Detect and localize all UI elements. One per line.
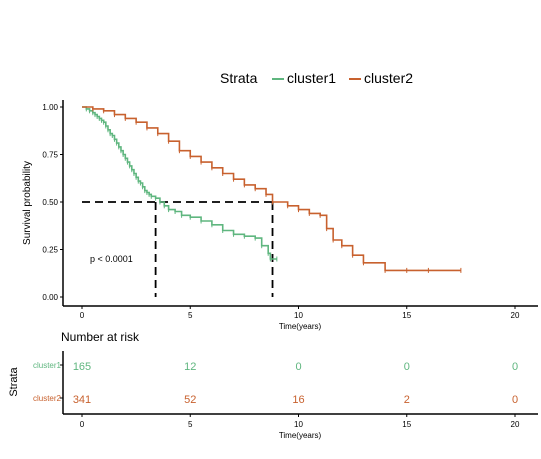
x-tick-label: 5 (188, 311, 193, 320)
risk-cell-cluster1: 0 (512, 361, 518, 373)
risk-table: Number at risk Strata cluster1 165 12 0 0 0cl… (8, 330, 538, 440)
risk-table-x-ticks: 0 5 10 15 20 (80, 414, 520, 429)
legend-title: Strata (220, 70, 258, 86)
survival-curves (82, 106, 462, 273)
y-axis-label: Survival probability (22, 161, 33, 245)
risk-cell-cluster2: 52 (184, 394, 196, 406)
risk-cell-cluster2: 16 (292, 394, 304, 406)
risk-x-tick-label: 10 (294, 420, 303, 429)
x-axis-label: Time(years) (279, 322, 322, 331)
p-value-annotation: p < 0.0001 (90, 254, 133, 264)
risk-cell-cluster1: 0 (404, 361, 410, 373)
risk-cell-cluster1: 165 (73, 361, 91, 373)
risk-x-tick-label: 20 (511, 420, 520, 429)
y-tick-label: 0.00 (42, 293, 58, 302)
risk-table-y-label: Strata (8, 366, 20, 396)
risk-row-label-cluster1: cluster1 (33, 361, 62, 370)
risk-x-tick-label: 0 (80, 420, 85, 429)
y-tick-label: 1.00 (42, 103, 58, 112)
risk-cell-cluster2: 0 (512, 394, 518, 406)
legend-label-cluster2: cluster2 (364, 70, 413, 86)
x-tick-label: 15 (402, 311, 411, 320)
survival-curve-cluster1 (82, 106, 277, 260)
y-tick-label: 0.50 (42, 198, 58, 207)
y-tick-label: 0.25 (42, 246, 58, 255)
legend: Strata cluster1 cluster2 (220, 70, 413, 86)
risk-table-x-label: Time(years) (279, 431, 322, 440)
risk-row-label-cluster2: cluster2 (33, 394, 62, 403)
survival-plot: 0.00 0.25 0.50 0.75 1.00 0 5 10 15 20 Survival p… (22, 100, 538, 331)
risk-table-rows: cluster1 165 12 0 0 0 cluster2 341 52 16 2 0 (33, 361, 518, 406)
risk-cell-cluster1: 0 (295, 361, 301, 373)
y-ticks: 0.00 0.25 0.50 0.75 1.00 (42, 103, 63, 302)
survival-curve-cluster2 (82, 106, 461, 272)
legend-label-cluster1: cluster1 (287, 70, 336, 86)
x-tick-label: 10 (294, 311, 303, 320)
risk-cell-cluster2: 2 (404, 394, 410, 406)
risk-table-title: Number at risk (61, 330, 140, 344)
median-survival-lines (82, 201, 274, 297)
risk-cell-cluster1: 12 (184, 361, 196, 373)
y-tick-label: 0.75 (42, 151, 58, 160)
risk-x-tick-label: 5 (188, 420, 193, 429)
x-tick-label: 0 (80, 311, 85, 320)
risk-x-tick-label: 15 (402, 420, 411, 429)
risk-cell-cluster2: 341 (73, 394, 91, 406)
x-ticks: 0 5 10 15 20 (80, 306, 520, 320)
x-tick-label: 20 (511, 311, 520, 320)
